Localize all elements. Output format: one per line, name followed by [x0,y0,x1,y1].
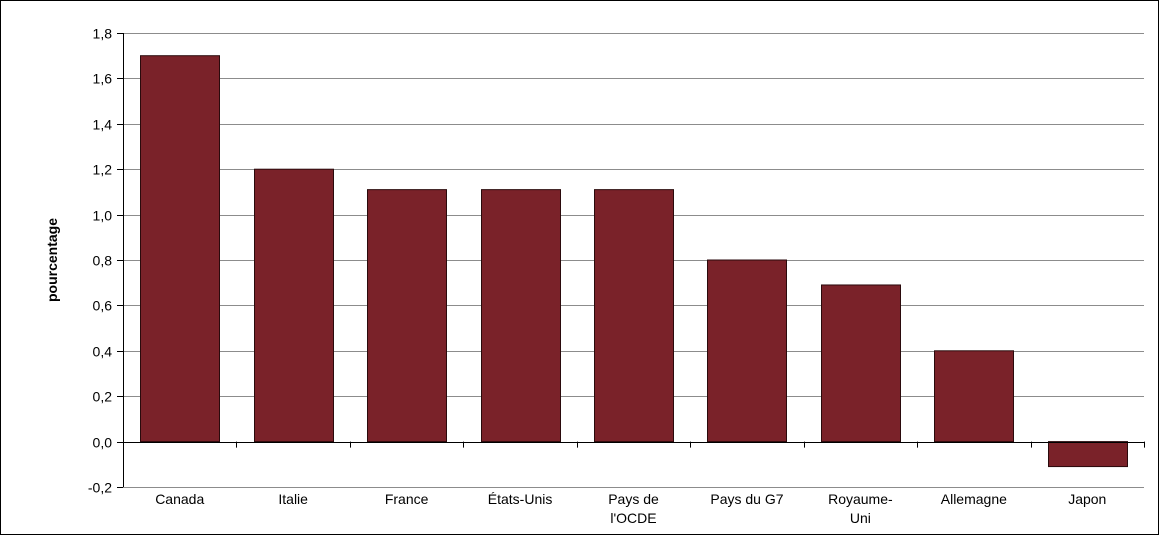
x-tick-label: Royaume-Uni [828,491,893,526]
x-tick-label: Allemagne [941,491,1007,507]
y-tick-label: 1,4 [93,117,113,133]
x-tick-label: Canada [155,491,204,507]
bar [367,189,447,443]
bar [254,168,334,443]
y-tick-label: 0,6 [93,298,113,314]
bar [1048,441,1128,468]
y-tick-label: 0,4 [93,344,113,360]
y-tick-label: -0,2 [88,480,112,496]
y-tick-label: 1,8 [93,26,113,42]
x-tick-label: Italie [278,491,308,507]
bar [481,189,561,443]
y-tick-label: 0,0 [93,435,113,451]
bar [707,259,787,443]
bar [934,350,1014,443]
x-tick-label: Pays de l'OCDE [608,491,659,526]
bar [594,189,674,443]
y-tick-label: 1,2 [93,162,113,178]
bar [821,284,901,443]
y-tick-label: 0,2 [93,389,113,405]
x-tick-label: États-Unis [488,491,553,507]
y-tick-label: 1,6 [93,71,113,87]
bar [140,55,220,443]
y-tick-label: 0,8 [93,253,113,269]
x-tick-label: Japon [1068,491,1106,507]
x-tick-label: Pays du G7 [710,491,783,507]
y-axis-title: pourcentage [44,218,60,302]
x-tick-label: France [385,491,429,507]
y-tick-label: 1,0 [93,208,113,224]
